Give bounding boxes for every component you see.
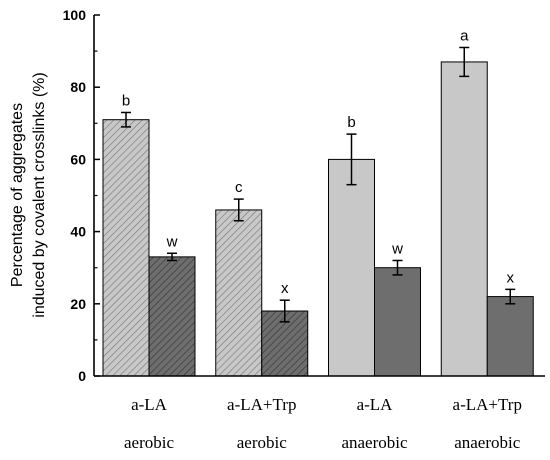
category-condition-label: anaerobic bbox=[341, 433, 408, 452]
category-treatment-label: a-LA bbox=[357, 395, 394, 414]
bars bbox=[102, 61, 534, 377]
category-condition-label: aerobic bbox=[237, 433, 287, 452]
error-bars bbox=[121, 46, 516, 323]
significance-letter: c bbox=[235, 179, 243, 196]
significance-letter: w bbox=[166, 233, 178, 250]
bar bbox=[102, 119, 150, 377]
y-tick-label: 20 bbox=[70, 296, 86, 312]
bar bbox=[486, 296, 534, 377]
significance-letter: b bbox=[122, 92, 130, 109]
significance-letter: x bbox=[507, 269, 515, 286]
y-tick-label: 60 bbox=[70, 151, 86, 167]
category-treatment-label: a-LA+Trp bbox=[453, 395, 522, 414]
y-axis-ticks: 0 20 40 60 80 100 bbox=[63, 7, 100, 384]
y-axis-label-line: induced by covalent crosslinks (%) bbox=[31, 72, 48, 317]
y-tick-label: 40 bbox=[70, 224, 86, 240]
category-condition-label: anaerobic bbox=[454, 433, 521, 452]
bar bbox=[148, 256, 196, 377]
bar bbox=[440, 61, 488, 377]
category-labels: a-LA aerobic a-LA+Trp aerobic a-LA anaerobic a… bbox=[124, 395, 522, 452]
y-axis-label: Percentage of aggregates induced by coval… bbox=[9, 72, 48, 317]
y-tick-label: 0 bbox=[78, 368, 86, 384]
significance-letter: b bbox=[347, 114, 355, 131]
significance-letter: w bbox=[391, 240, 403, 257]
y-axis-label-line: Percentage of aggregates bbox=[9, 103, 26, 287]
bar bbox=[328, 158, 375, 377]
significance-letters: b w c x b w a x bbox=[122, 27, 515, 297]
significance-letter: a bbox=[460, 27, 469, 44]
axes bbox=[93, 15, 545, 377]
category-condition-label: aerobic bbox=[124, 433, 174, 452]
bar bbox=[374, 267, 421, 377]
significance-letter: x bbox=[281, 280, 289, 297]
category-treatment-label: a-LA bbox=[131, 395, 168, 414]
bar bbox=[215, 209, 263, 377]
y-tick-label: 100 bbox=[63, 7, 87, 23]
y-tick-label: 80 bbox=[70, 79, 86, 95]
category-treatment-label: a-LA+Trp bbox=[227, 395, 296, 414]
